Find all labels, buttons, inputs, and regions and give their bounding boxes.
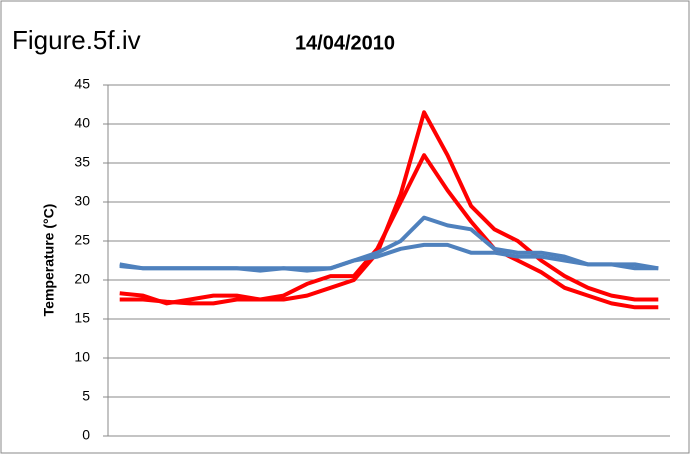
figure-label: Figure.5f.iv [12,25,141,55]
y-tick-label: 0 [82,427,90,443]
y-tick-label: 20 [74,271,90,287]
y-tick-label: 25 [74,232,90,248]
y-tick-label: 40 [74,115,90,131]
series-line [119,242,659,273]
chart-title: 14/04/2010 [295,32,395,54]
y-tick-label: 45 [74,76,90,92]
y-axis-label: Temperature (°C) [41,204,57,317]
y-tick-label: 10 [74,349,90,365]
series-line [119,153,659,310]
y-tick-label: 35 [74,154,90,170]
y-tick-label: 15 [74,310,90,326]
y-tick-label: 5 [82,388,90,404]
y-tick-label: 30 [74,193,90,209]
